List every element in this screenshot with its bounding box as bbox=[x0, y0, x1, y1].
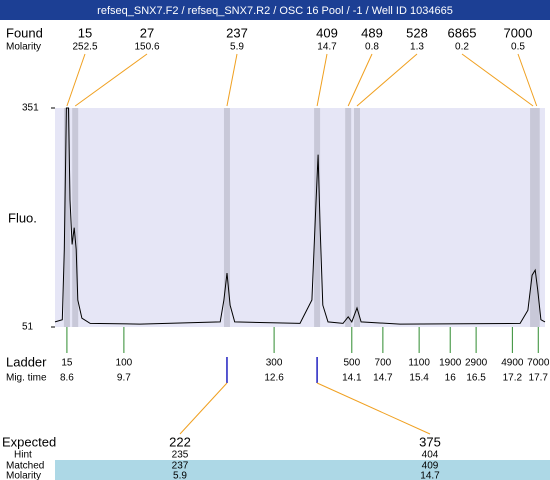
expected-connector bbox=[316, 382, 431, 435]
peak-band bbox=[223, 108, 230, 327]
found-connector bbox=[74, 53, 148, 107]
ladder-time: 16.5 bbox=[466, 373, 486, 384]
hint-value: 404 bbox=[422, 450, 439, 461]
found-connector bbox=[461, 53, 534, 107]
found-connector bbox=[347, 53, 373, 107]
found-connector bbox=[226, 53, 238, 107]
ladder-size: 1100 bbox=[408, 358, 430, 369]
ladder-size: 2900 bbox=[465, 358, 488, 369]
peak-band bbox=[314, 108, 321, 327]
found-molarity: 0.5 bbox=[511, 42, 525, 53]
found-connector bbox=[517, 53, 538, 107]
ladder-time: 17.2 bbox=[503, 373, 523, 384]
y-tick-label: 351 bbox=[22, 103, 39, 114]
matched-label: Matched bbox=[6, 461, 44, 472]
plot-area bbox=[55, 108, 545, 327]
molarity-value: 5.9 bbox=[173, 471, 187, 480]
ladder-size: 4900 bbox=[501, 358, 524, 369]
ladder-time: 16 bbox=[445, 373, 457, 384]
found-size: 489 bbox=[361, 25, 383, 40]
molarity-label: Molarity bbox=[6, 471, 41, 480]
ladder-time: 12.6 bbox=[264, 373, 284, 384]
matched-value: 409 bbox=[422, 461, 439, 472]
ladder-size: 700 bbox=[375, 358, 392, 369]
molarity-value: 14.7 bbox=[420, 471, 440, 480]
expected-size: 222 bbox=[169, 434, 191, 449]
peak-band bbox=[345, 108, 352, 327]
found-size: 7000 bbox=[504, 25, 533, 40]
hint-label: Hint bbox=[14, 450, 32, 461]
expected-size: 375 bbox=[419, 434, 441, 449]
ladder-size: 15 bbox=[61, 358, 73, 369]
ladder-size: 500 bbox=[343, 358, 360, 369]
ladder-size: 7000 bbox=[527, 358, 550, 369]
found-molarity: 1.3 bbox=[410, 42, 424, 53]
found-molarity: 150.6 bbox=[134, 42, 159, 53]
matched-value: 237 bbox=[172, 461, 189, 472]
molarity-label: Molarity bbox=[6, 42, 41, 53]
ladder-time: 8.6 bbox=[60, 373, 74, 384]
found-molarity: 252.5 bbox=[72, 42, 97, 53]
found-label: Found bbox=[6, 25, 43, 40]
y-tick-label: 51 bbox=[22, 322, 34, 333]
chart-title: refseq_SNX7.F2 / refseq_SNX7.R2 / OSC 16… bbox=[97, 5, 453, 17]
ladder-label: Ladder bbox=[6, 354, 47, 369]
peak-band bbox=[72, 108, 79, 327]
found-size: 409 bbox=[316, 25, 338, 40]
ladder-size: 300 bbox=[266, 358, 283, 369]
found-molarity: 14.7 bbox=[317, 42, 337, 53]
matched-background bbox=[55, 460, 550, 480]
mig-time-label: Mig. time bbox=[6, 373, 47, 384]
ladder-time: 17.7 bbox=[529, 373, 549, 384]
expected-connector bbox=[179, 382, 228, 435]
found-size: 6865 bbox=[448, 25, 477, 40]
ladder-time: 14.1 bbox=[342, 373, 362, 384]
found-size: 27 bbox=[140, 25, 154, 40]
found-connector bbox=[356, 53, 418, 107]
found-size: 15 bbox=[78, 25, 92, 40]
ladder-time: 14.7 bbox=[373, 373, 393, 384]
found-molarity: 5.9 bbox=[230, 42, 244, 53]
peak-band bbox=[63, 108, 70, 327]
found-molarity: 0.8 bbox=[365, 42, 379, 53]
y-axis-label: Fluo. bbox=[8, 210, 37, 225]
found-size: 237 bbox=[226, 25, 248, 40]
peak-band bbox=[530, 108, 537, 327]
found-molarity: 0.2 bbox=[455, 42, 469, 53]
found-size: 528 bbox=[406, 25, 428, 40]
ladder-size: 1900 bbox=[439, 358, 462, 369]
ladder-time: 9.7 bbox=[117, 373, 131, 384]
ladder-time: 15.4 bbox=[409, 373, 429, 384]
ladder-size: 100 bbox=[116, 358, 133, 369]
found-connector bbox=[66, 53, 86, 107]
found-connector bbox=[316, 53, 328, 107]
hint-value: 235 bbox=[172, 450, 189, 461]
title-bar bbox=[0, 0, 550, 20]
peak-band bbox=[353, 108, 360, 327]
peak-band bbox=[533, 108, 540, 327]
trace bbox=[54, 107, 546, 325]
expected-label: Expected bbox=[2, 434, 56, 449]
